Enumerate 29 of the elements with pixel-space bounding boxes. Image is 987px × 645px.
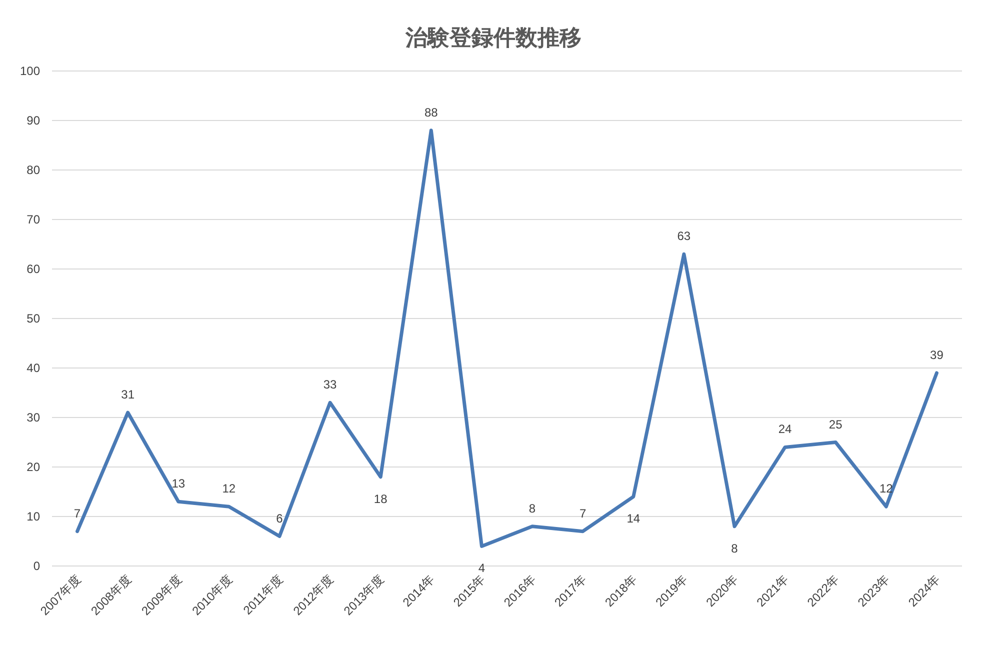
y-tick-label: 40 <box>26 361 40 375</box>
data-label: 8 <box>528 501 536 516</box>
data-label: 7 <box>579 506 586 520</box>
y-tick-label: 50 <box>26 312 40 326</box>
y-tick-label: 60 <box>26 262 40 276</box>
data-label: 14 <box>626 512 640 526</box>
y-tick-label: 90 <box>26 114 40 128</box>
y-tick-label: 0 <box>33 559 40 573</box>
y-tick-label: 100 <box>20 64 40 78</box>
data-label: 88 <box>424 105 438 120</box>
data-label: 31 <box>121 388 135 402</box>
data-label: 33 <box>323 378 338 392</box>
data-label: 12 <box>222 482 236 496</box>
y-tick-label: 30 <box>26 410 40 424</box>
data-label: 8 <box>731 541 738 556</box>
data-label: 6 <box>276 511 284 526</box>
y-tick-label: 80 <box>26 163 40 177</box>
data-label: 24 <box>778 422 792 436</box>
y-tick-label: 70 <box>26 212 40 226</box>
y-tick-label: 10 <box>26 510 40 524</box>
data-label: 18 <box>374 492 388 506</box>
data-label: 13 <box>172 476 186 491</box>
chart-title: 治験登録件数推移 <box>404 25 582 50</box>
data-label: 4 <box>478 561 486 576</box>
data-label: 7 <box>74 506 81 520</box>
data-label: 25 <box>828 417 843 432</box>
y-tick-label: 20 <box>26 460 40 474</box>
data-label: 63 <box>677 229 691 244</box>
data-label: 39 <box>930 348 944 362</box>
